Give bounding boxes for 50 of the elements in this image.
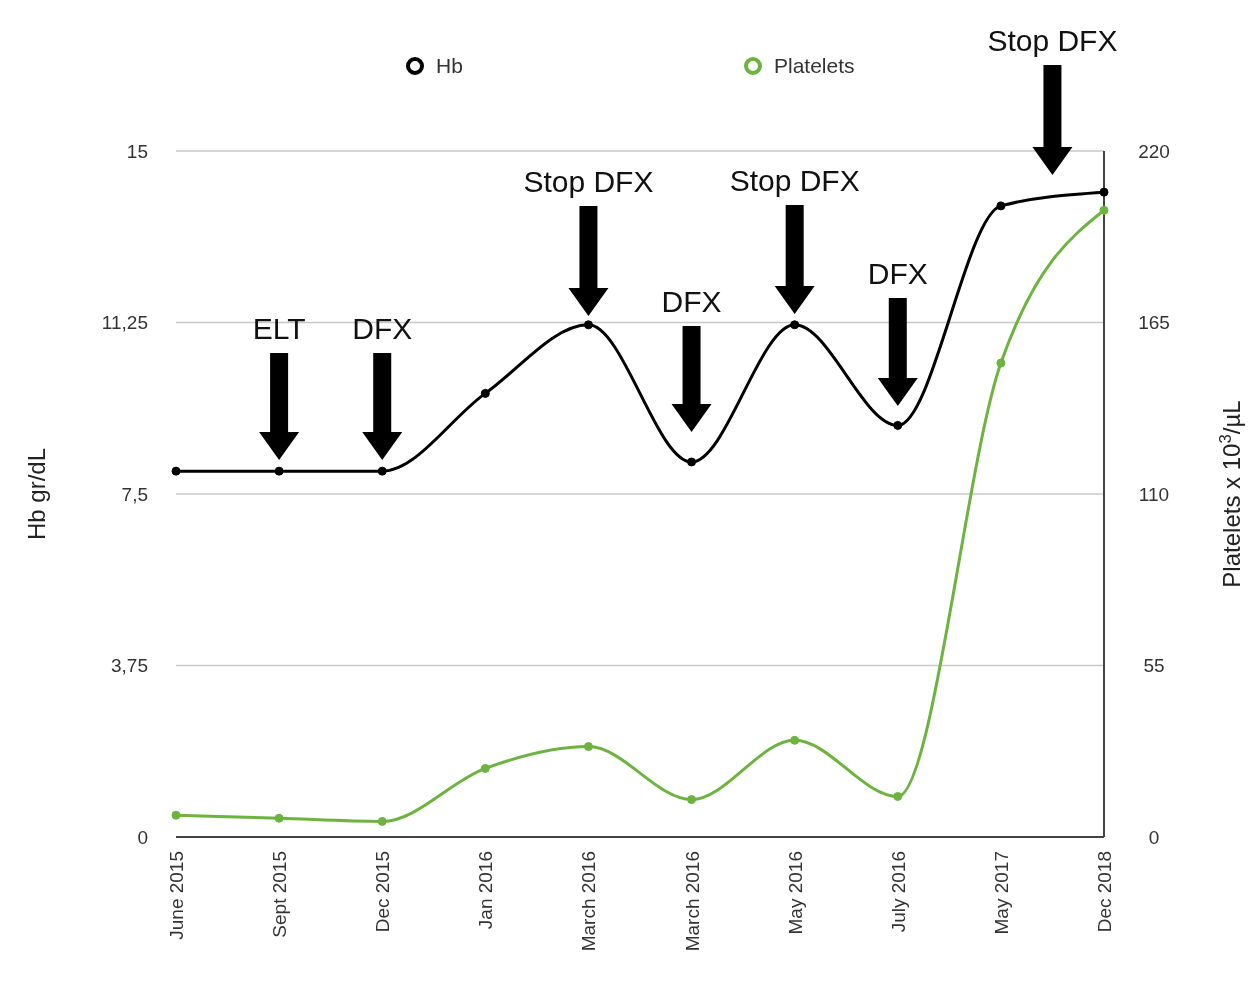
y-tick-label: 7,5 — [121, 483, 148, 505]
annotation: DFX — [867, 257, 928, 290]
point — [583, 320, 593, 330]
x-tick-label: Dec 2018 — [1094, 851, 1115, 933]
point — [377, 816, 387, 826]
y2-tick-label: 0 — [1148, 826, 1160, 848]
point — [790, 320, 800, 330]
legend-label: Hb — [436, 54, 463, 78]
x-tick-label: May 2016 — [784, 851, 806, 935]
point — [274, 813, 284, 823]
text: Stop DFX — [987, 24, 1118, 57]
x-tick-label: June 2015 — [166, 851, 187, 940]
point — [583, 742, 593, 752]
y-tick-label: 11,25 — [101, 312, 148, 334]
point — [893, 420, 903, 430]
point — [790, 735, 800, 745]
y2-tick-label: 110 — [1138, 483, 1170, 505]
annotation: DFX — [661, 285, 722, 318]
legend-label: Platelets — [774, 54, 855, 78]
x-tick-label: Sept 2015 — [269, 851, 291, 938]
point — [377, 466, 387, 476]
y2-tick-label: 55 — [1143, 655, 1165, 677]
point — [274, 466, 284, 476]
point — [996, 201, 1006, 211]
x-tick-label: May 2017 — [990, 851, 1012, 935]
x-tick-label: Dec 2015 — [372, 851, 394, 933]
point — [480, 763, 490, 773]
annotation: ELT — [252, 312, 306, 345]
y-tick-label: 3,75 — [111, 655, 148, 677]
x-tick-label: July 2016 — [887, 851, 909, 933]
x-tick-label: Jan 2016 — [475, 851, 497, 930]
y-axis-title: Hb gr/dL — [23, 447, 50, 541]
x-tick-label: March 2016 — [681, 851, 703, 952]
point — [171, 466, 181, 476]
point — [996, 358, 1006, 368]
point — [687, 457, 697, 467]
annotation: Stop DFX — [729, 164, 860, 197]
x-tick-label: March 2016 — [578, 851, 600, 952]
annotation: Stop DFX — [523, 165, 654, 198]
point — [1099, 205, 1109, 215]
annotation: DFX — [352, 312, 413, 345]
y2-tick-label: 165 — [1138, 312, 1170, 334]
point — [480, 388, 490, 398]
y2-tick-label: 220 — [1138, 140, 1170, 162]
y-tick-label: 0 — [137, 826, 148, 848]
point — [1099, 187, 1109, 197]
point — [893, 791, 903, 801]
y-tick-label: 15 — [126, 140, 148, 162]
point — [687, 795, 697, 805]
point — [171, 810, 181, 820]
